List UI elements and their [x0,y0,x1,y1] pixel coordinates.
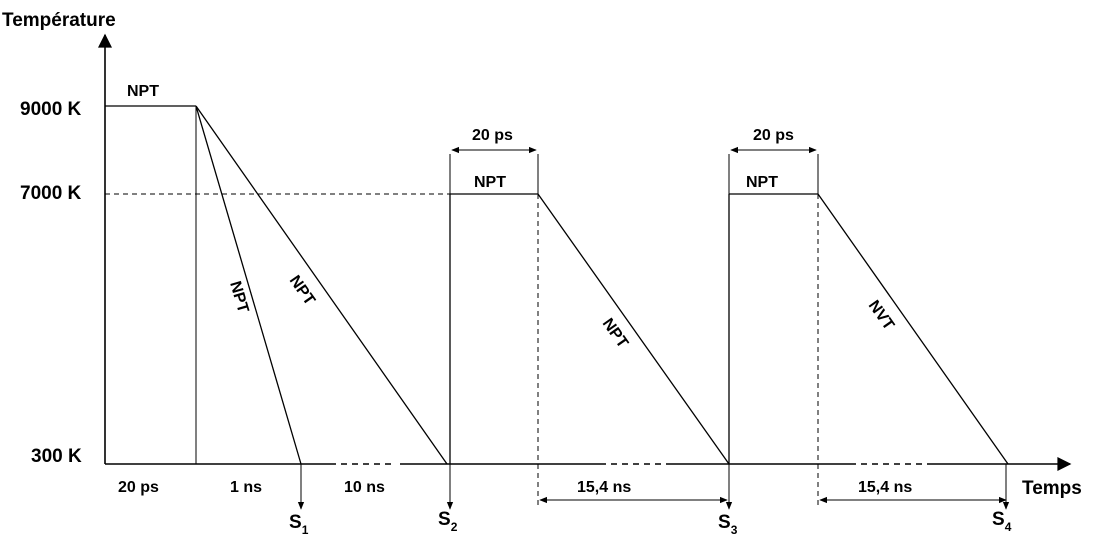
sample-s4-index: 4 [1005,520,1012,534]
quench-slow-duration-label: 10 ns [344,479,385,496]
sample-s4-label: S4 [992,509,1012,534]
sample-s1-label: S1 [289,512,309,537]
hold-initial-duration-label: 20 ps [118,479,159,496]
ramp-3-duration-label: 15,4 ns [858,479,912,496]
hold-2-duration-label: 20 ps [472,127,513,144]
sample-s3-base: S [718,512,731,533]
quench-fast-ramp [195,105,302,465]
x-axis-title: Temps [1022,478,1082,499]
sample-s2-index: 2 [451,520,458,534]
nvt-ramp-3-label: NVT [865,297,897,333]
npt-quench-slow-label: NPT [286,273,318,309]
level-7000-label: 7000 K [20,183,82,204]
ramp-2-duration-label: 15,4 ns [577,479,631,496]
sample-s1-base: S [289,512,302,533]
sample-s1-index: 1 [302,523,309,537]
npt-ramp-2-label: NPT [599,315,631,351]
y-axis-title: Température [2,10,116,31]
hold-3-duration-label: 20 ps [753,127,794,144]
npt-hold-3-label: NPT [746,174,778,191]
sample-s2-base: S [438,509,451,530]
npt-hold-2-label: NPT [474,174,506,191]
npt-initial-label: NPT [127,83,159,100]
sample-s3-index: 3 [731,523,738,537]
sample-s3-label: S3 [718,512,738,537]
sample-s4-base: S [992,509,1005,530]
sample-s2-label: S2 [438,509,458,534]
quench-slow-ramp [195,105,448,465]
level-9000-label: 9000 K [20,99,82,120]
ramp-2 [537,193,730,465]
level-300-label: 300 K [31,446,82,467]
quench-fast-duration-label: 1 ns [230,479,262,496]
ramp-3 [817,193,1009,465]
